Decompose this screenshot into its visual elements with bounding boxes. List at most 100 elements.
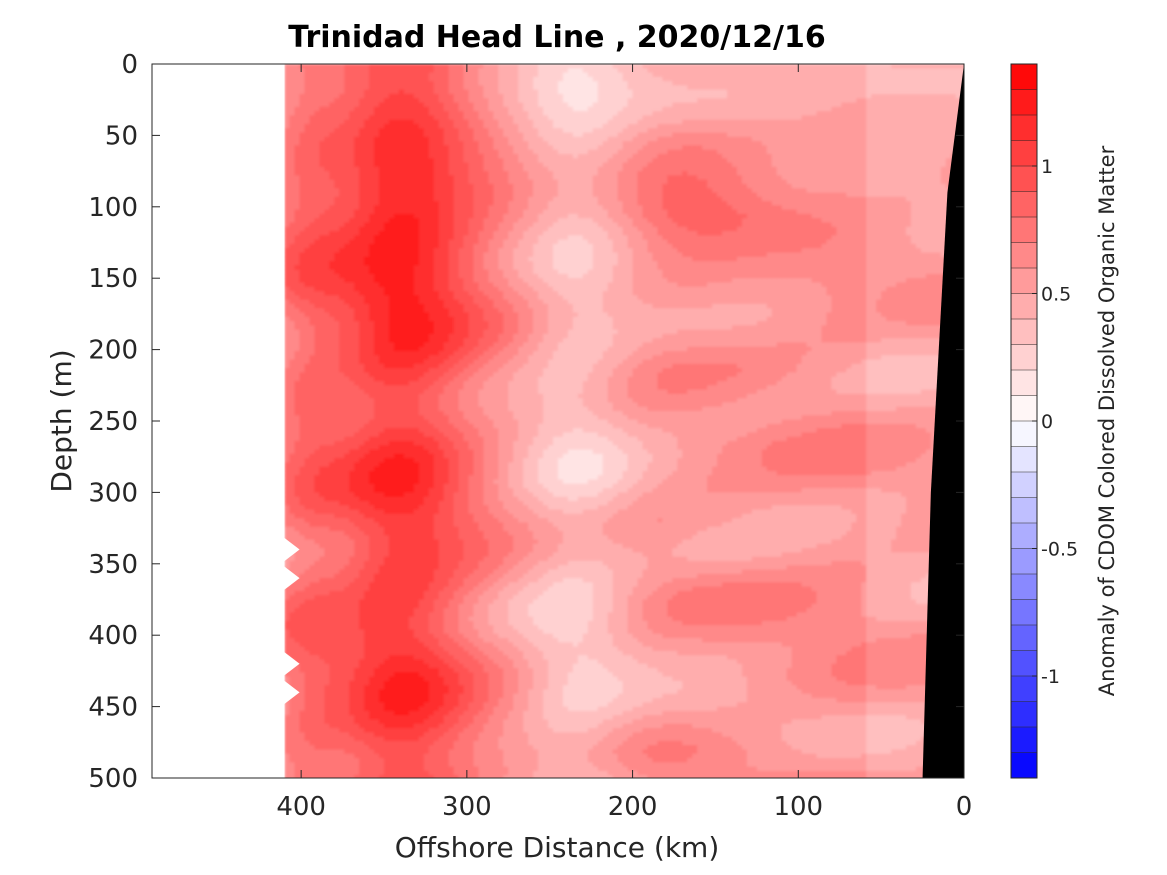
field-cell xyxy=(285,364,291,369)
field-cell xyxy=(319,681,325,686)
field-cell xyxy=(319,184,325,189)
field-cell xyxy=(295,715,301,720)
field-cell xyxy=(309,205,315,210)
field-cell xyxy=(309,629,315,634)
field-cell xyxy=(295,145,301,150)
field-cell xyxy=(319,167,325,172)
field-cell xyxy=(329,321,335,326)
field-cell xyxy=(344,73,350,78)
field-cell xyxy=(299,270,305,275)
field-cell xyxy=(299,458,305,463)
field-cell xyxy=(285,300,291,305)
field-cell xyxy=(329,342,335,347)
field-cell xyxy=(319,137,325,142)
field-cell xyxy=(309,411,315,416)
field-cell xyxy=(329,175,335,180)
field-cell xyxy=(324,265,330,270)
field-cell xyxy=(309,214,315,219)
field-cell xyxy=(309,715,315,720)
field-cell xyxy=(285,291,291,296)
field-cell xyxy=(334,428,340,433)
field-cell xyxy=(319,689,325,694)
field-cell xyxy=(314,420,320,425)
field-cell xyxy=(285,484,291,489)
field-cell xyxy=(285,749,291,754)
field-cell xyxy=(304,655,310,660)
field-cell xyxy=(299,557,305,562)
field-cell xyxy=(290,505,296,510)
field-cell xyxy=(329,557,335,562)
field-cell xyxy=(309,480,315,485)
field-cell xyxy=(299,218,305,223)
field-cell xyxy=(309,445,315,450)
field-cell xyxy=(309,544,315,549)
field-cell xyxy=(299,651,305,656)
field-cell xyxy=(299,561,305,566)
field-cell xyxy=(329,754,335,759)
field-cell xyxy=(324,257,330,262)
field-cell xyxy=(319,424,325,429)
field-cell xyxy=(299,103,305,108)
field-cell xyxy=(324,647,330,652)
field-cell xyxy=(329,685,335,690)
field-cell xyxy=(299,390,305,395)
field-cell xyxy=(290,210,296,215)
field-cell xyxy=(295,338,301,343)
field-cell xyxy=(324,103,330,108)
field-cell xyxy=(339,749,345,754)
field-cell xyxy=(304,668,310,673)
field-cell xyxy=(329,762,335,767)
field-cell xyxy=(299,154,305,159)
field-cell xyxy=(290,150,296,155)
field-cell xyxy=(285,741,291,746)
field-cell xyxy=(290,240,296,245)
field-cell xyxy=(324,591,330,596)
field-cell xyxy=(309,724,315,729)
field-cell xyxy=(319,235,325,240)
field-cell xyxy=(309,325,315,330)
field-cell xyxy=(319,600,325,605)
field-cell xyxy=(304,732,310,737)
field-cell xyxy=(290,741,296,746)
field-cell xyxy=(319,351,325,356)
field-cell xyxy=(304,591,310,596)
field-cell xyxy=(344,480,350,485)
field-cell xyxy=(319,659,325,664)
field-cell xyxy=(290,471,296,476)
field-cell xyxy=(290,381,296,386)
field-cell xyxy=(319,514,325,519)
field-cell xyxy=(295,668,301,673)
field-cell xyxy=(324,137,330,142)
field-cell xyxy=(290,647,296,652)
field-cell xyxy=(329,702,335,707)
field-cell xyxy=(319,407,325,412)
field-cell xyxy=(309,111,315,116)
field-cell xyxy=(329,158,335,163)
field-cell xyxy=(304,274,310,279)
field-cell xyxy=(324,394,330,399)
field-cell xyxy=(329,634,335,639)
field-cell xyxy=(290,407,296,412)
field-cell xyxy=(309,664,315,669)
field-cell xyxy=(299,158,305,163)
field-cell xyxy=(295,552,301,557)
field-cell xyxy=(344,437,350,442)
field-cell xyxy=(299,360,305,365)
field-cell xyxy=(290,621,296,626)
field-cell xyxy=(329,248,335,253)
field-cell xyxy=(334,540,340,545)
field-cell xyxy=(319,282,325,287)
field-cell xyxy=(299,115,305,120)
field-cell xyxy=(329,167,335,172)
field-cell xyxy=(295,342,301,347)
field-cell xyxy=(319,304,325,309)
field-cell xyxy=(344,253,350,258)
field-cell xyxy=(314,570,320,575)
field-cell xyxy=(290,394,296,399)
field-cell xyxy=(344,355,350,360)
field-cell xyxy=(285,505,291,510)
field-cell xyxy=(339,325,345,330)
field-cell xyxy=(299,240,305,245)
field-cell xyxy=(329,68,335,73)
field-cell xyxy=(334,492,340,497)
